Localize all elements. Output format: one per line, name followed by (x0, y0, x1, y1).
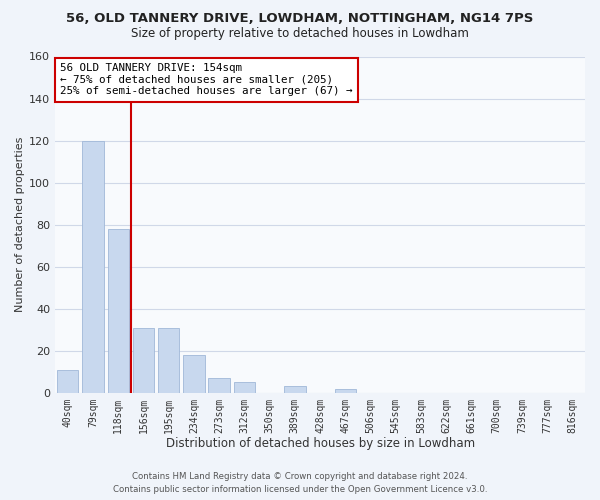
Bar (57, 370, 79, 392)
Text: Contains HM Land Registry data © Crown copyright and database right 2024.
Contai: Contains HM Land Registry data © Crown c… (113, 472, 487, 494)
Text: Size of property relative to detached houses in Lowdham: Size of property relative to detached ho… (131, 28, 469, 40)
Bar (284, 386, 305, 392)
Bar (133, 328, 154, 392)
Bar (82, 140, 104, 392)
Text: 56, OLD TANNERY DRIVE, LOWDHAM, NOTTINGHAM, NG14 7PS: 56, OLD TANNERY DRIVE, LOWDHAM, NOTTINGH… (67, 12, 533, 26)
X-axis label: Distribution of detached houses by size in Lowdham: Distribution of detached houses by size … (166, 437, 475, 450)
Bar (183, 355, 205, 393)
Bar (335, 388, 356, 392)
Bar (107, 229, 129, 392)
Bar (233, 382, 255, 392)
Bar (208, 378, 230, 392)
Y-axis label: Number of detached properties: Number of detached properties (15, 137, 25, 312)
Text: 56 OLD TANNERY DRIVE: 154sqm
← 75% of detached houses are smaller (205)
25% of s: 56 OLD TANNERY DRIVE: 154sqm ← 75% of de… (61, 63, 353, 96)
Bar (158, 328, 179, 392)
